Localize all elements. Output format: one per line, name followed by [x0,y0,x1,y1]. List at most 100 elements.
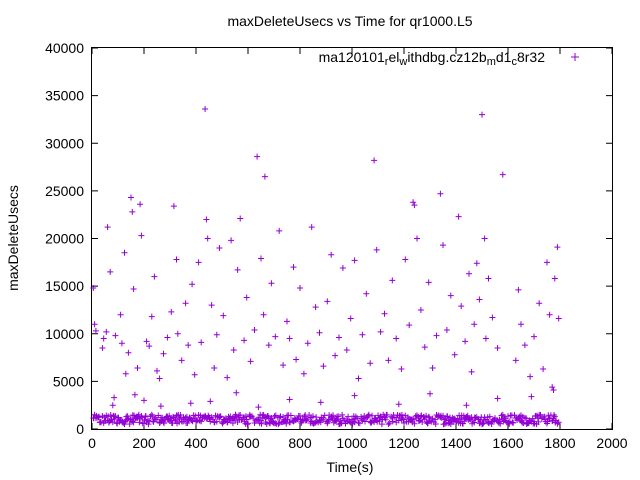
data-point [107,411,114,418]
data-point [425,413,432,420]
data-point [528,393,535,400]
data-point [230,346,237,353]
data-point [389,418,396,425]
data-point [489,314,496,321]
data-point [336,334,342,341]
data-point [247,358,254,365]
data-point [293,356,300,363]
data-point [172,416,179,423]
data-point [486,413,493,420]
data-point [176,419,183,426]
data-point [472,414,479,421]
data-point [410,416,417,423]
data-point [164,334,171,341]
legend: ma120101relwithdbg.cz12bmd1c8r32 [319,49,579,68]
data-point [373,246,380,253]
data-point [351,392,358,399]
data-point [280,413,287,420]
data-point [241,337,248,344]
data-point [157,403,164,410]
legend-label-part: d1 [496,49,512,65]
data-point [154,367,160,374]
data-point [369,412,376,419]
data-point [485,419,492,426]
data-point [202,105,209,112]
data-point [402,256,409,263]
data-point [515,286,522,293]
data-point [126,421,133,428]
data-point [385,421,392,428]
data-point [170,203,177,210]
y-tick-label: 25000 [45,183,84,199]
data-point [317,419,324,426]
data-point [196,417,203,424]
data-point [303,417,310,424]
data-point [444,413,451,420]
data-point [536,300,543,307]
data-point [497,420,504,427]
data-point [385,357,392,364]
x-tick-label: 1600 [492,435,523,451]
data-point [91,321,98,328]
data-point [95,414,102,421]
data-point [400,416,407,423]
data-point [151,273,158,280]
data-point [193,418,199,425]
x-tick-label: 800 [288,435,312,451]
data-point [112,413,119,420]
data-point [161,420,168,427]
data-points [90,105,562,428]
data-point [252,417,259,424]
data-point [254,153,261,160]
data-point [446,419,453,426]
data-point [182,300,189,307]
data-point [441,420,448,427]
data-point [482,335,489,342]
data-point [527,373,534,380]
data-point [154,416,160,423]
data-point [447,292,454,299]
data-point [376,418,383,425]
data-point [141,397,147,404]
data-point [550,386,557,393]
data-point [283,420,290,427]
data-point [479,111,485,118]
data-point [496,416,503,423]
data-point [505,413,511,420]
data-point [432,416,439,423]
data-point [304,340,311,347]
data-point [506,418,513,425]
data-point [510,419,517,426]
legend-label-part: ma120101 [319,49,385,65]
data-point [549,384,556,391]
data-point [131,391,138,398]
legend-label-part: m [487,56,496,68]
data-point [99,345,106,352]
data-point [393,335,400,342]
data-point [356,420,363,427]
data-point [271,413,278,420]
data-point [421,344,428,351]
data-point [144,417,151,424]
data-point [495,419,502,426]
y-tick-label: 10000 [45,326,84,342]
legend-label-part: 8r32 [517,49,545,65]
data-point [382,416,389,423]
data-point [423,412,430,419]
data-point [410,199,417,206]
y-tick-label: 15000 [45,278,84,294]
data-point [198,339,205,346]
data-point [128,194,134,201]
data-point [399,415,406,422]
data-point [111,416,118,423]
data-point [92,327,99,334]
data-point [355,375,362,382]
data-point [316,329,323,336]
data-point [304,415,311,422]
data-point [125,349,132,356]
y-axis-label: maxDeleteUsecs [5,185,21,291]
data-point [118,340,125,347]
data-point [259,412,266,419]
data-point [406,322,413,329]
data-point [98,419,105,426]
